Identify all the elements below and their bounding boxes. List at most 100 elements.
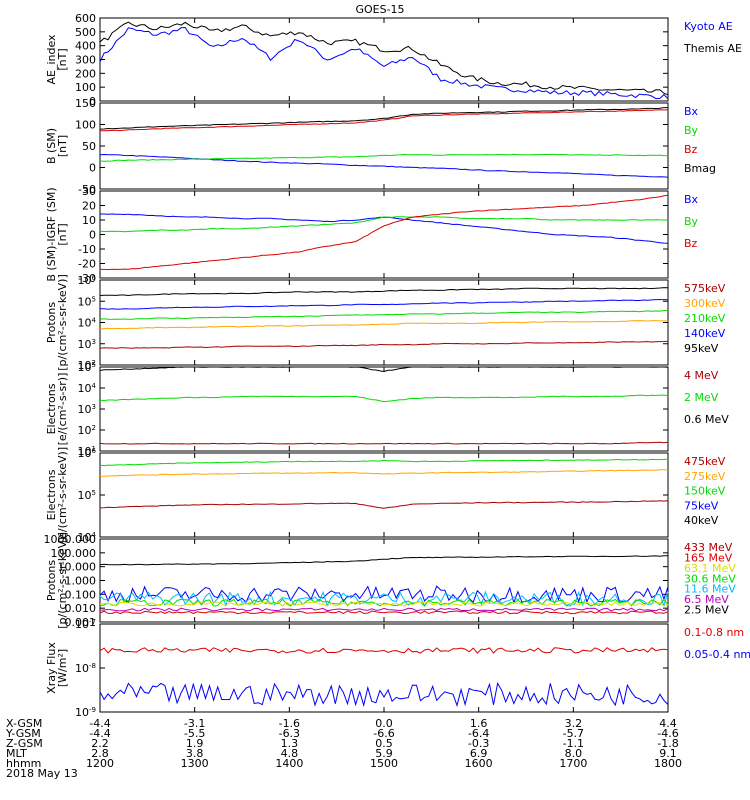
y-tick-label: 0.100 bbox=[65, 588, 97, 601]
legend-label: 433 MeV bbox=[684, 541, 733, 554]
panel-frame bbox=[99, 623, 669, 713]
legend-label: 300keV bbox=[684, 297, 726, 310]
y-tick-exponent: 4 bbox=[92, 531, 97, 539]
y-tick-label: 101 bbox=[78, 445, 96, 458]
x-row-label: Y-GSM bbox=[5, 727, 41, 740]
legend-label: 210keV bbox=[684, 312, 726, 325]
y-tick-exponent: 5 bbox=[92, 361, 96, 369]
legend-label: 30.6 MeV bbox=[684, 572, 736, 585]
series-line bbox=[99, 21, 669, 96]
y-axis-units: [nT] bbox=[56, 135, 69, 157]
legend-label: 6.5 MeV bbox=[684, 593, 729, 606]
series-line bbox=[100, 109, 669, 132]
x-tick-value: -4.6 bbox=[657, 727, 678, 740]
legend-label: 0.1-0.8 nm bbox=[684, 626, 744, 639]
y-tick-label: 105 bbox=[78, 489, 96, 502]
y-tick-label: 400 bbox=[75, 40, 96, 53]
series-line bbox=[99, 598, 669, 607]
x-tick-value: 5.9 bbox=[375, 747, 393, 760]
series-line bbox=[99, 107, 668, 130]
y-tick-exponent: 5 bbox=[92, 295, 96, 303]
x-tick-value: -6.3 bbox=[279, 727, 300, 740]
y-tick-label: 0.001 bbox=[65, 616, 97, 629]
y-tick-label: 100.000 bbox=[51, 547, 97, 560]
y-tick-label: 105 bbox=[78, 295, 96, 308]
series-line bbox=[99, 153, 669, 178]
x-tick-value: 2.8 bbox=[91, 747, 109, 760]
panel-frame bbox=[99, 452, 669, 538]
y-tick-label: 600 bbox=[75, 12, 96, 25]
y-tick-label: 106 bbox=[78, 274, 97, 287]
series-line bbox=[99, 607, 669, 612]
y-axis-units: [nT] bbox=[56, 48, 69, 70]
legend-label: 11.6 MeV bbox=[684, 583, 736, 596]
y-axis-units: [nT] bbox=[56, 223, 69, 245]
series-line bbox=[99, 26, 669, 100]
y-tick-label: 102 bbox=[78, 359, 96, 372]
panel-frame bbox=[99, 190, 669, 279]
x-row-label: Z-GSM bbox=[6, 737, 43, 750]
series-line bbox=[99, 647, 669, 654]
y-tick-label: 1.000 bbox=[65, 575, 97, 588]
legend-label: 40keV bbox=[684, 514, 719, 527]
y-tick-label: 0 bbox=[89, 95, 96, 108]
x-tick-value: -3.1 bbox=[184, 717, 205, 730]
series-line bbox=[99, 441, 669, 445]
x-tick-value: -1.1 bbox=[563, 737, 584, 750]
y-tick-label: 103 bbox=[78, 338, 96, 351]
legend-label: Bx bbox=[684, 105, 699, 118]
series-line bbox=[100, 299, 669, 310]
y-axis-title: Protons bbox=[45, 302, 58, 343]
y-tick-exponent: 3 bbox=[92, 403, 96, 411]
y-tick-label: 10-8 bbox=[75, 662, 96, 675]
x-tick-value: 3.8 bbox=[186, 747, 204, 760]
y-tick-label: 10 bbox=[82, 214, 96, 227]
y-tick-exponent: -7 bbox=[89, 618, 96, 626]
y-axis-units: [e/(cm²-s-sr-keV)] bbox=[56, 447, 69, 543]
panel-7: 1000.000100.00010.0001.0000.1000.0100.00… bbox=[44, 532, 737, 629]
x-tick-value: -1.8 bbox=[657, 737, 678, 750]
series-line bbox=[100, 194, 669, 271]
y-axis-title: Protons bbox=[45, 560, 58, 601]
y-axis-title: AE_index bbox=[45, 34, 58, 85]
y-tick-exponent: 3 bbox=[92, 338, 96, 346]
series-line bbox=[99, 366, 669, 373]
x-tick-value: 1800 bbox=[654, 757, 682, 770]
y-axis-units: [W/m²] bbox=[56, 649, 69, 687]
y-tick-exponent: -8 bbox=[89, 662, 96, 670]
series-line bbox=[99, 500, 669, 509]
y-tick-exponent: 5 bbox=[92, 489, 96, 497]
panel-frame bbox=[99, 17, 669, 102]
x-tick-value: -4.4 bbox=[89, 717, 110, 730]
y-tick-label: 200 bbox=[75, 67, 96, 80]
legend-label: Bmag bbox=[684, 162, 716, 175]
x-tick-value: 1500 bbox=[370, 757, 398, 770]
legend-label: 0.6 MeV bbox=[684, 413, 729, 426]
x-row-label: MLT bbox=[6, 747, 27, 760]
panel-2: 150 100 50 0 -50 B (SM)[nT] Bx By Bz Bmag bbox=[45, 97, 716, 196]
y-axis-title: Electrons bbox=[45, 383, 58, 434]
legend-label: 75keV bbox=[684, 499, 719, 512]
series-line bbox=[99, 590, 669, 607]
y-tick-label: 100 bbox=[75, 119, 96, 132]
y-tick-label: 50 bbox=[82, 140, 96, 153]
y-tick-label: 150 bbox=[75, 97, 96, 110]
series-line bbox=[99, 309, 669, 320]
y-axis-title: B (SM)-IGRF (SM) bbox=[45, 187, 58, 281]
y-tick-exponent: 2 bbox=[92, 359, 96, 367]
legend-label: By bbox=[684, 124, 699, 137]
x-tick-value: -1.6 bbox=[279, 717, 300, 730]
x-tick-value: 1.3 bbox=[281, 737, 299, 750]
x-tick-value: 9.1 bbox=[659, 747, 677, 760]
chart-title: GOES-15 bbox=[355, 3, 404, 16]
y-tick-label: 104 bbox=[78, 317, 97, 330]
series-line bbox=[99, 555, 668, 566]
y-tick-label: 0 bbox=[89, 162, 96, 175]
legend-label: 475keV bbox=[684, 455, 726, 468]
y-axis-units: [p/(cm²-s-sr-keV)] bbox=[56, 532, 69, 629]
x-tick-value: 6.9 bbox=[470, 747, 488, 760]
y-tick-label: -30 bbox=[78, 272, 96, 285]
